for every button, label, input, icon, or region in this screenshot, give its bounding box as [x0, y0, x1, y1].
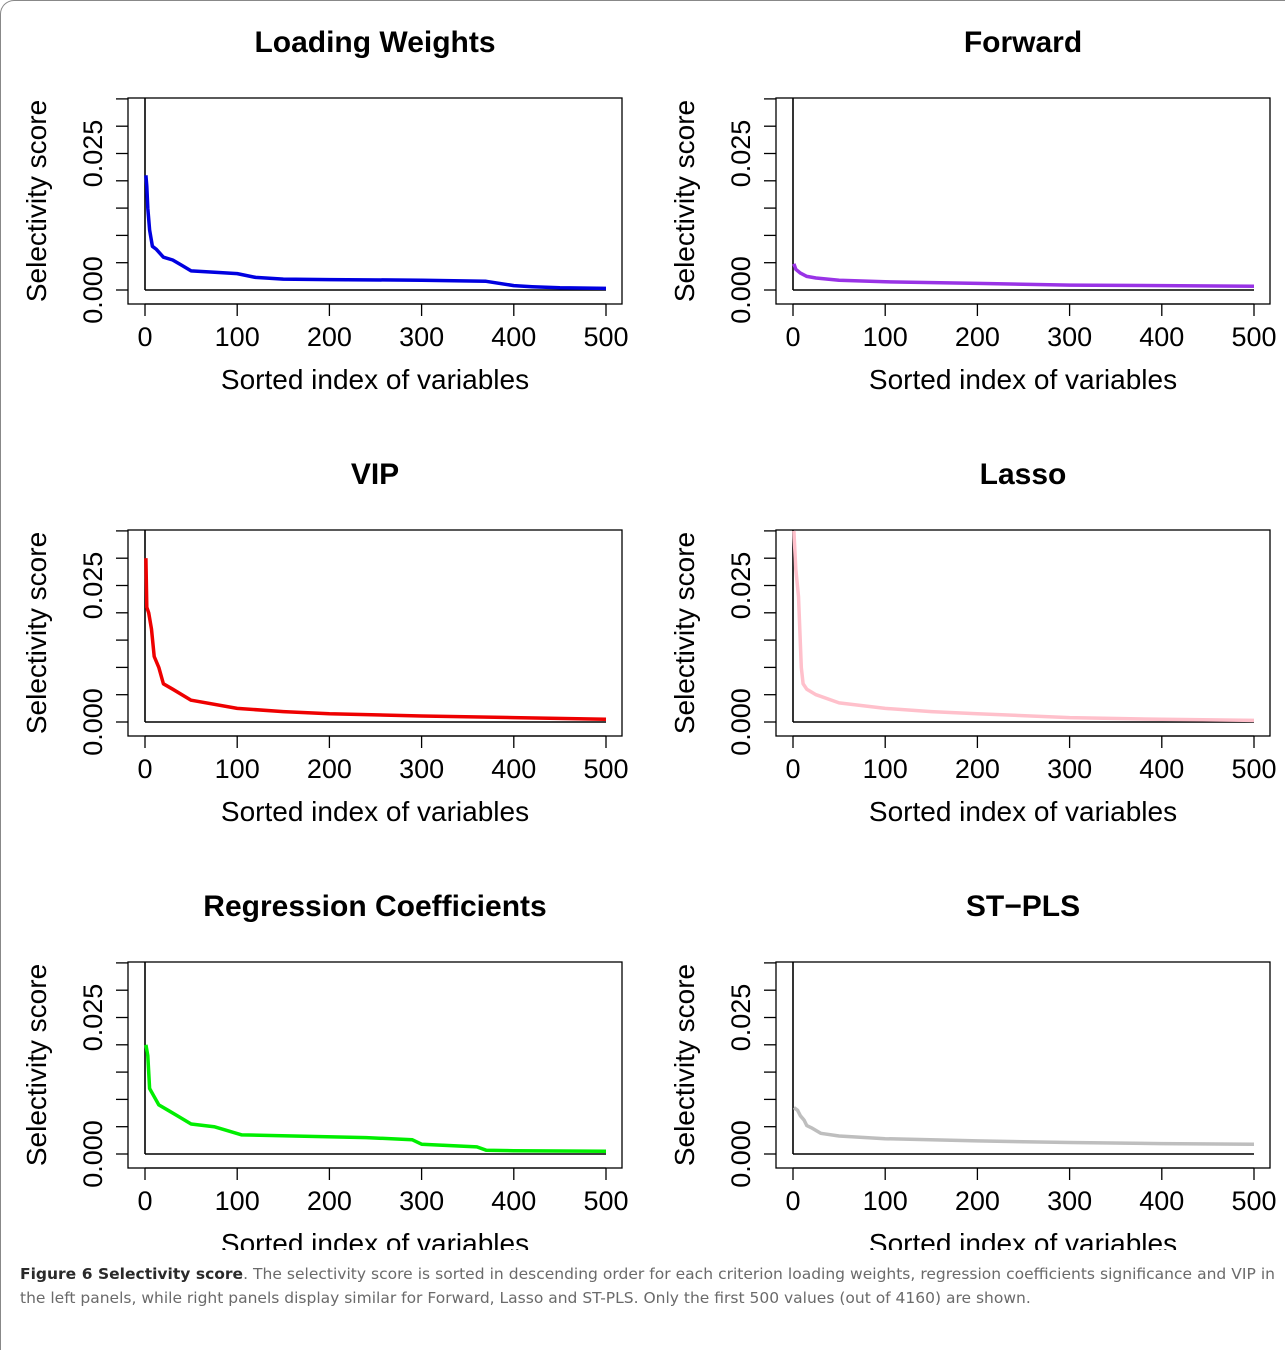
caption-label: Figure 6 Selectivity score: [20, 1265, 243, 1283]
chart-title: Regression Coefficients: [203, 890, 546, 923]
x-tick-label: 200: [307, 754, 352, 784]
chart-panel-6: ST−PLS 0 100 200 300 400 500 Sorted index of va…: [669, 890, 1277, 1250]
x-tick-label: 200: [955, 1186, 1000, 1216]
chart-panel-1: Loading Weights 0 100 200 300 400 500 Sorted in…: [21, 26, 629, 395]
y-axis-label: Selectivity score: [669, 532, 700, 734]
x-tick-label: 300: [1047, 754, 1092, 784]
series-line-1: [792, 1106, 1255, 1146]
series-line-1: [144, 1044, 607, 1154]
x-axis-label: Sorted index of variables: [869, 796, 1177, 827]
x-tick-label: 400: [491, 754, 536, 784]
y-tick-label: 0.000: [78, 688, 108, 756]
y-tick-label: 0.025: [78, 984, 108, 1052]
x-tick-label: 400: [1139, 754, 1184, 784]
x-tick-label: 0: [785, 754, 800, 784]
caption-figure-title: Selectivity score: [98, 1265, 244, 1283]
x-tick-label: 400: [1139, 322, 1184, 352]
y-axis-label: Selectivity score: [21, 100, 52, 302]
chart-panel-5: Regression Coefficients 0 100 200 300 400 500 S…: [21, 890, 629, 1250]
x-tick-label: 500: [583, 1186, 628, 1216]
series-line-1: [792, 530, 1255, 723]
x-tick-label: 0: [137, 754, 152, 784]
x-tick-label: 300: [399, 754, 444, 784]
x-tick-label: 0: [785, 322, 800, 352]
caption-figure-label: Figure 6: [20, 1265, 93, 1283]
x-tick-label: 200: [955, 322, 1000, 352]
x-tick-label: 400: [491, 322, 536, 352]
x-tick-label: 200: [307, 322, 352, 352]
y-tick-label: 0.025: [78, 552, 108, 620]
series-line-1: [144, 175, 607, 291]
x-tick-label: 100: [863, 322, 908, 352]
y-tick-label: 0.025: [726, 552, 756, 620]
x-tick-label: 300: [1047, 322, 1092, 352]
y-tick-label: 0.000: [78, 256, 108, 324]
x-tick-label: 300: [399, 322, 444, 352]
chart-title: Lasso: [980, 458, 1067, 491]
x-axis-label: Sorted index of variables: [221, 796, 529, 827]
chart-title: ST−PLS: [966, 890, 1080, 923]
plot-box: [127, 529, 623, 737]
x-tick-label: 500: [1231, 322, 1276, 352]
y-tick-label: 0.025: [78, 120, 108, 188]
chart-panel-3: VIP 0 100 200 300 400 500 Sorted index of varia…: [21, 458, 629, 827]
series-line-1: [144, 558, 607, 722]
plot-box: [775, 97, 1271, 305]
y-axis-label: Selectivity score: [21, 964, 52, 1166]
x-tick-label: 500: [583, 322, 628, 352]
series-line-1: [792, 263, 1255, 288]
chart-title: Loading Weights: [254, 26, 495, 59]
x-tick-label: 100: [215, 754, 260, 784]
x-tick-label: 0: [137, 322, 152, 352]
charts-canvas: Loading Weights 0 100 200 300 400 500 Sorted in…: [21, 26, 1277, 1250]
x-axis-label: Sorted index of variables: [221, 364, 529, 395]
x-tick-label: 500: [1231, 1186, 1276, 1216]
x-tick-label: 300: [1047, 1186, 1092, 1216]
x-axis-label: Sorted index of variables: [869, 1228, 1177, 1250]
y-axis-label: Selectivity score: [669, 100, 700, 302]
x-tick-label: 400: [1139, 1186, 1184, 1216]
chart-panel-2: Forward 0 100 200 300 400 500 Sorted index of v…: [669, 26, 1277, 395]
chart-panel-4: Lasso 0 100 200 300 400 500 Sorted index of var…: [669, 458, 1277, 827]
y-tick-label: 0.000: [726, 1120, 756, 1188]
y-tick-label: 0.000: [726, 688, 756, 756]
y-axis-label: Selectivity score: [669, 964, 700, 1166]
y-tick-label: 0.025: [726, 120, 756, 188]
y-tick-label: 0.000: [78, 1120, 108, 1188]
x-tick-label: 300: [399, 1186, 444, 1216]
caption-text: . The selectivity score is sorted in des…: [20, 1265, 1275, 1307]
x-tick-label: 100: [863, 754, 908, 784]
chart-title: VIP: [351, 458, 399, 491]
x-tick-label: 0: [137, 1186, 152, 1216]
x-tick-label: 100: [215, 322, 260, 352]
x-tick-label: 100: [215, 1186, 260, 1216]
x-tick-label: 200: [307, 1186, 352, 1216]
x-tick-label: 200: [955, 754, 1000, 784]
x-tick-label: 100: [863, 1186, 908, 1216]
x-tick-label: 400: [491, 1186, 536, 1216]
y-tick-label: 0.025: [726, 984, 756, 1052]
x-tick-label: 0: [785, 1186, 800, 1216]
x-axis-label: Sorted index of variables: [869, 364, 1177, 395]
chart-title: Forward: [964, 26, 1082, 59]
y-axis-label: Selectivity score: [21, 532, 52, 734]
x-axis-label: Sorted index of variables: [221, 1228, 529, 1250]
figure-caption: Figure 6 Selectivity score. The selectiv…: [20, 1262, 1275, 1310]
x-tick-label: 500: [583, 754, 628, 784]
y-tick-label: 0.000: [726, 256, 756, 324]
x-tick-label: 500: [1231, 754, 1276, 784]
